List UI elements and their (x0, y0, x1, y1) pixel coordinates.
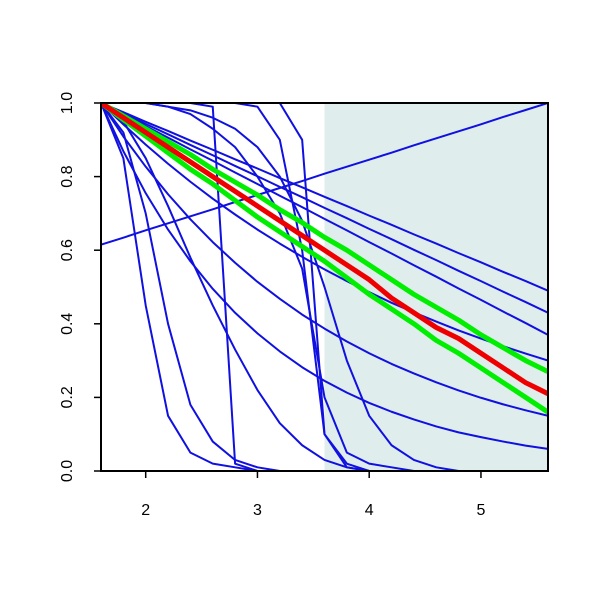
y-tick-label: 0.8 (59, 165, 76, 187)
curve (101, 103, 548, 374)
curve (101, 103, 548, 292)
y-tick-label: 0.6 (59, 239, 76, 261)
curve (101, 103, 548, 471)
x-tick-label: 4 (365, 502, 374, 519)
curve (101, 103, 548, 336)
x-tick-label: 3 (253, 502, 262, 519)
y-tick-label: 1.0 (59, 92, 76, 114)
y-tick-label: 0.0 (59, 460, 76, 482)
curve (101, 103, 548, 417)
curve (101, 103, 548, 471)
curve (101, 103, 548, 415)
curve (101, 103, 548, 471)
curve (101, 103, 548, 396)
curve (101, 103, 548, 450)
curve (101, 103, 548, 471)
x-tick-label: 5 (476, 502, 485, 519)
x-tick-label: 2 (141, 502, 150, 519)
y-tick-label: 0.4 (59, 313, 76, 335)
y-tick-label: 0.2 (59, 386, 76, 408)
curve (101, 103, 548, 362)
lines (101, 103, 548, 471)
curve (101, 103, 548, 471)
curve (101, 103, 548, 314)
plot-frame (100, 102, 549, 472)
curve (101, 103, 548, 471)
